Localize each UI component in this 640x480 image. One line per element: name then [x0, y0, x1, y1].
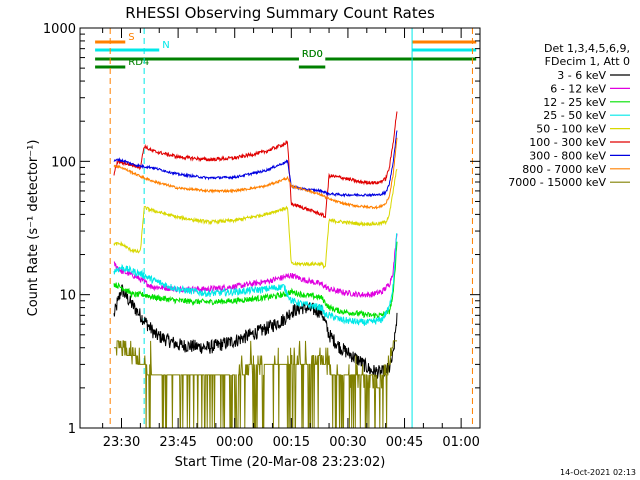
- x-tick-label: 23:45: [159, 435, 196, 450]
- series-line: [113, 168, 398, 270]
- series-6-12-kev: [113, 233, 398, 298]
- series-line: [113, 130, 398, 198]
- series-25-50-kev: [113, 232, 398, 326]
- y-axis-label: Count Rate (s⁻¹ detector⁻¹): [26, 140, 41, 317]
- series-line: [113, 233, 398, 298]
- legend-header: FDecim 1, Att 0: [545, 55, 630, 68]
- y-tick-label: 1000: [43, 22, 76, 37]
- y-tick-label: 10: [59, 289, 76, 304]
- flag-label: RD0: [302, 49, 323, 60]
- series-100-300-kev: [113, 111, 398, 219]
- flag-label: RD4: [128, 57, 149, 68]
- legend-label: 7000 - 15000 keV: [508, 176, 606, 189]
- legend-label: 300 - 800 keV: [529, 149, 606, 162]
- flag-label: S: [128, 32, 134, 43]
- x-axis: 23:30 23:45 00:00 00:15 00:30 00:45 01:00: [102, 28, 480, 450]
- x-tick-label: 00:45: [386, 435, 423, 450]
- plot-frame: [79, 27, 481, 429]
- series-line: [113, 137, 398, 210]
- timestamp: 14-Oct-2021 02:13: [560, 468, 636, 477]
- y-axis: 1 10 100 1000: [43, 22, 480, 437]
- x-tick-label: 00:30: [329, 435, 366, 450]
- series-layer: [113, 111, 398, 429]
- legend-label: 50 - 100 keV: [536, 123, 606, 136]
- series-line: [113, 232, 398, 326]
- series-300-800-kev: [113, 130, 398, 198]
- legend: Det 1,3,4,5,6,9,FDecim 1, Att 03 - 6 keV…: [508, 42, 630, 189]
- x-tick-label: 00:15: [273, 435, 310, 450]
- legend-label: 800 - 7000 keV: [522, 163, 606, 176]
- series-50-100-kev: [113, 168, 398, 270]
- x-axis-label: Start Time (20-Mar-08 23:23:02): [175, 455, 386, 470]
- legend-label: 25 - 50 keV: [543, 109, 606, 122]
- x-tick-label: 00:00: [216, 435, 253, 450]
- x-tick-label: 01:00: [442, 435, 479, 450]
- legend-label: 100 - 300 keV: [529, 136, 606, 149]
- series-3-6-kev: [113, 283, 398, 379]
- legend-label: 3 - 6 keV: [557, 69, 606, 82]
- flag-label: N: [162, 40, 169, 51]
- y-tick-label: 1: [68, 422, 76, 437]
- legend-label: 12 - 25 keV: [543, 96, 606, 109]
- legend-header: Det 1,3,4,5,6,9,: [544, 42, 630, 55]
- legend-label: 6 - 12 keV: [550, 82, 606, 95]
- chart-title: RHESSI Observing Summary Count Rates: [125, 4, 435, 22]
- series-line: [113, 283, 398, 379]
- series-12-25-kev: [113, 241, 398, 319]
- flag-label: RD0: [302, 49, 323, 60]
- x-tick-label: 23:30: [103, 435, 140, 450]
- series-800-7000-kev: [113, 137, 398, 210]
- series-line: [113, 241, 398, 319]
- vertical-markers: [79, 28, 473, 428]
- series-line: [113, 111, 398, 219]
- y-tick-label: 100: [51, 155, 76, 170]
